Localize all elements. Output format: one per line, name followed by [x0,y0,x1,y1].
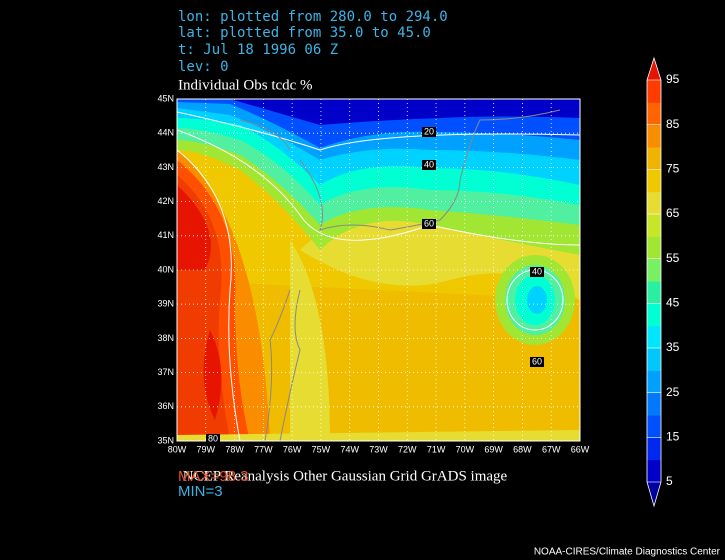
lon-label: 76W [283,444,302,454]
colorbar-band [647,169,661,193]
lon-label: 71W [427,444,446,454]
header-line: lev: 0 [178,59,229,75]
colorbar-label: 25 [666,385,680,399]
lon-label: 70W [456,444,475,454]
colorbar-label: 55 [666,251,680,265]
contour-label: 60 [424,218,434,228]
lon-label: 78W [225,444,244,454]
colorbar-band [647,147,661,170]
max-stat: MAX=98.3 [178,468,248,485]
contour-label: 80 [208,433,218,443]
colorbar: 95 85 75 65 55 45 35 25 15 5 [646,56,680,508]
colorbar-label: 15 [666,430,680,444]
colorbar-label: 95 [666,72,680,86]
contour-label: 40 [532,266,542,276]
colorbar-band [647,102,661,126]
colorbar-band [647,459,661,483]
lon-label: 68W [513,444,532,454]
lat-label: 44N [157,128,174,138]
colorbar-band [647,124,661,148]
lon-label: 73W [369,444,388,454]
lon-label: 79W [197,444,216,454]
lat-label: 40N [157,264,174,274]
colorbar-arrow [647,482,661,506]
colorbar-band [647,236,661,260]
lat-label: 39N [157,299,174,309]
lat-label: 35N [157,435,174,445]
colorbar-arrow [647,58,661,80]
colorbar-band [647,392,661,416]
contour-label: 40 [424,159,434,169]
caption: NCEP Reanalysis Other Gaussian Grid GrAD… [183,468,508,484]
lon-label: 80W [168,444,187,454]
colorbar-band [647,437,661,461]
lon-label: 67W [542,444,561,454]
lon-label: 66W [571,444,590,454]
lon-label: 77W [254,444,273,454]
colorbar-band [647,214,661,237]
map-title: Individual Obs tcdc % [178,77,313,93]
contour-label: 60 [532,356,542,366]
lon-label: 74W [340,444,359,454]
colorbar-label: 45 [666,296,680,310]
colorbar-band [647,191,661,215]
lat-label: 41N [157,230,174,240]
min-stat: MIN=3 [178,483,223,500]
colorbar-label: 85 [666,117,680,131]
lat-label: 38N [157,333,174,343]
lat-label: 36N [157,401,174,411]
colorbar-label: 65 [666,206,680,220]
colorbar-label: 5 [666,474,673,488]
footer: NOAA-CIRES/Climate Diagnostics Center [534,547,721,558]
colorbar-label: 75 [666,162,680,176]
colorbar-band [647,303,661,327]
lon-label: 75W [312,444,331,454]
graticule: 80W 79W 78W 77W 76W 75W 74W 73W 72W 71W 70W 69W 68W 6… [157,93,589,454]
lat-label: 42N [157,196,174,206]
lat-label: 37N [157,367,174,377]
colorbar-band [647,415,661,438]
colorbar-band [647,348,661,371]
colorbar-label: 35 [666,340,680,354]
colorbar-band [647,281,661,304]
lat-label: 43N [157,162,174,172]
colorbar-band [647,258,661,282]
contour-label: 20 [424,126,434,136]
header-line: t: Jul 18 1996 06 Z [178,42,338,58]
lon-label: 72W [398,444,417,454]
header-line: lat: plotted from 35.0 to 45.0 [178,25,431,41]
header-line: lon: plotted from 280.0 to 294.0 [178,9,448,25]
colorbar-band [647,325,661,349]
colorbar-band [647,370,661,394]
colorbar-band [647,80,661,103]
lon-label: 69W [484,444,503,454]
contour-labels: 20 40 60 40 60 80 [206,126,544,444]
lat-label: 45N [157,93,174,103]
